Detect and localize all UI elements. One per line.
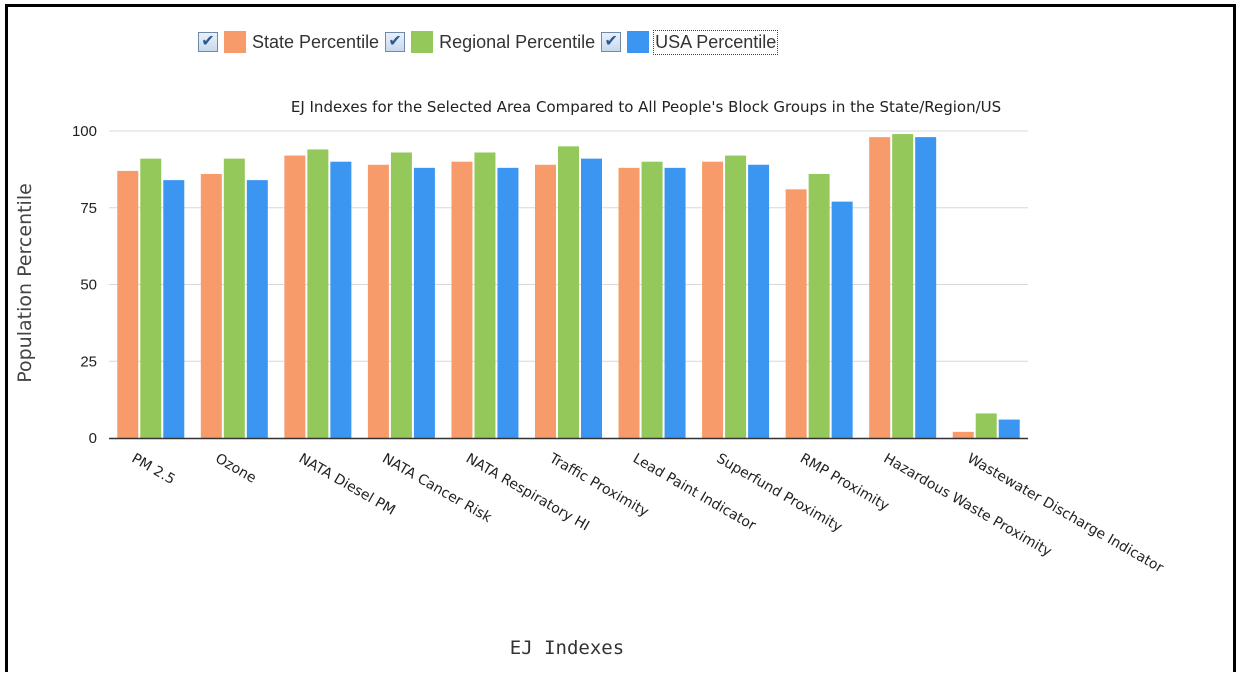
y-tick-label: 50 [80,277,97,294]
bar-state-percentile[interactable] [284,155,306,438]
bar-state-percentile[interactable] [785,189,807,438]
x-tick-label: Hazardous Waste Proximity [881,451,1055,560]
bar-usa-percentile[interactable] [246,180,268,438]
legend-item-state[interactable]: ✔ State Percentile [198,31,379,53]
bar-regional-percentile[interactable] [474,152,496,439]
bar-regional-percentile[interactable] [892,134,914,438]
legend-item-regional[interactable]: ✔ Regional Percentile [385,31,595,53]
bar-usa-percentile[interactable] [413,167,435,438]
checkbox-checked-icon[interactable]: ✔ [198,32,218,52]
bar-usa-percentile[interactable] [163,180,185,438]
checkbox-checked-icon[interactable]: ✔ [385,32,406,52]
bar-state-percentile[interactable] [702,161,724,438]
bar-state-percentile[interactable] [869,137,891,438]
bar-state-percentile[interactable] [952,431,974,438]
x-axis-label: EJ Indexes [510,637,624,659]
bars [117,134,1020,439]
x-tick-label: PM 2.5 [129,451,178,488]
bar-usa-percentile[interactable] [497,167,519,438]
bar-usa-percentile[interactable] [915,137,937,438]
legend: ✔ State Percentile ✔ Regional Percentile… [198,27,779,57]
y-tick-label: 100 [72,123,97,140]
bar-regional-percentile[interactable] [223,158,245,438]
bar-state-percentile[interactable] [367,164,389,438]
bar-usa-percentile[interactable] [831,201,853,438]
y-axis-ticks: 0 25 50 75 100 [72,123,97,447]
y-tick-label: 75 [80,200,97,217]
bar-regional-percentile[interactable] [140,158,162,438]
bar-usa-percentile[interactable] [330,161,352,438]
bar-state-percentile[interactable] [451,161,473,438]
bar-usa-percentile[interactable] [998,419,1020,438]
x-tick-label: Ozone [212,451,258,487]
bar-state-percentile[interactable] [535,164,556,438]
bar-regional-percentile[interactable] [307,149,329,439]
legend-label-state: State Percentile [252,31,380,52]
legend-swatch-state [224,31,246,53]
bar-regional-percentile[interactable] [808,173,830,439]
bar-state-percentile[interactable] [200,173,222,439]
y-axis-label: Population Percentile [14,183,36,383]
legend-label-regional: Regional Percentile [439,31,596,52]
legend-label-usa: USA Percentile [653,29,779,55]
bar-regional-percentile[interactable] [725,155,747,438]
y-tick-label: 0 [89,430,97,447]
bar-regional-percentile[interactable] [641,161,663,438]
legend-swatch-regional [411,31,434,53]
bar-usa-percentile[interactable] [748,164,770,438]
chart-title: EJ Indexes for the Selected Area Compare… [291,98,1001,116]
bar-regional-percentile[interactable] [390,152,412,439]
bar-regional-percentile[interactable] [975,413,997,438]
legend-swatch-usa [627,31,650,53]
bar-usa-percentile[interactable] [664,167,686,438]
checkbox-checked-icon[interactable]: ✔ [601,32,622,52]
bar-state-percentile[interactable] [117,170,139,438]
legend-item-usa[interactable]: ✔ USA Percentile [601,29,779,55]
bar-regional-percentile[interactable] [558,146,579,438]
y-tick-label: 25 [80,353,97,370]
bar-usa-percentile[interactable] [581,158,602,438]
bar-state-percentile[interactable] [618,167,640,438]
